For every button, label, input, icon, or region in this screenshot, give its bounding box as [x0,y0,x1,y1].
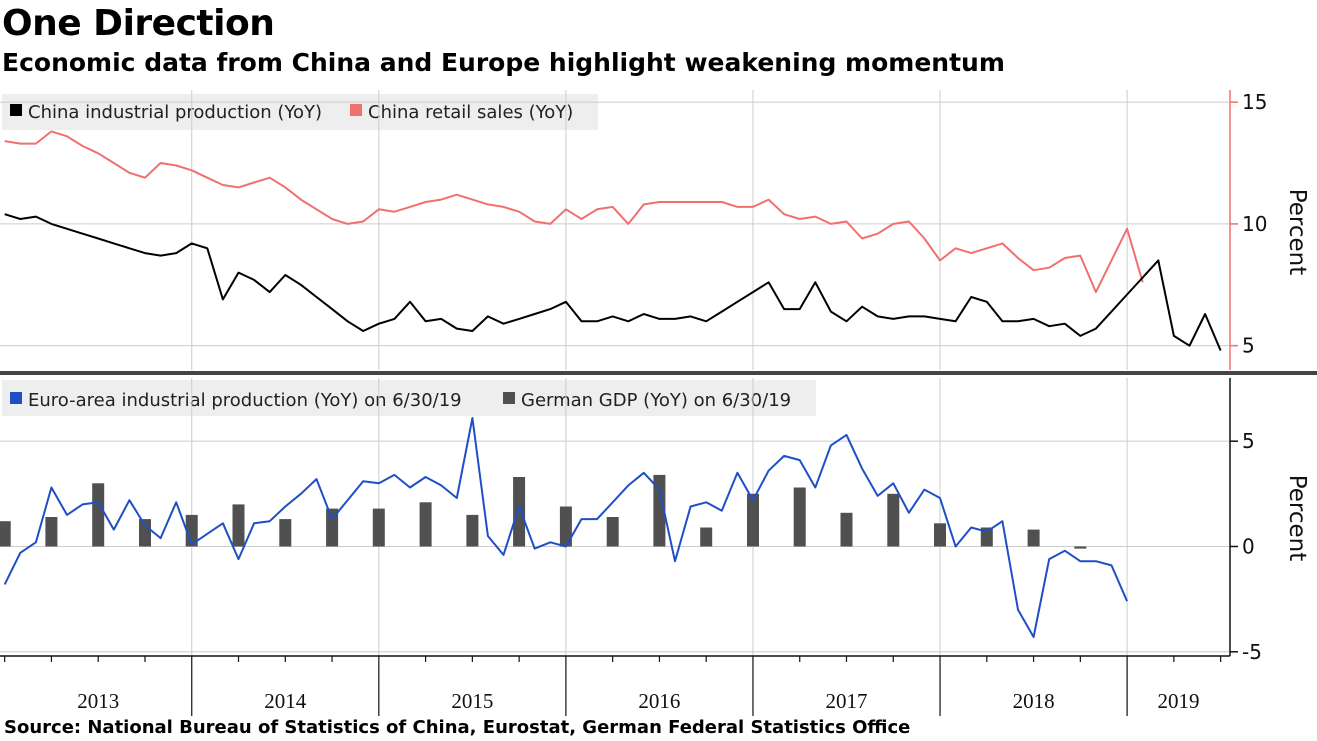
legend-label-german-gdp: German GDP (YoY) on 6/30/19 [521,390,791,411]
series-china-retail-line [4,130,1144,294]
x-year-label-2013: 2013 [77,689,119,713]
top-ytick-label-10: 10 [1242,212,1267,236]
legend-swatch-china-retail [350,104,362,116]
german-gdp-bar-2015-04 [419,502,432,547]
german-gdp-bar-2017-01 [747,493,759,547]
top-y-axis-label: Percent [1284,189,1310,276]
bottom-ytick-label--5: -5 [1242,640,1262,664]
german-gdp-bar-2017-10 [887,493,900,547]
german-gdp-bar-2014-10 [326,508,339,547]
top-ytick-label-5: 5 [1242,334,1255,358]
x-axis-ticks: 2013 2014 2015 2016 2017 2018 2019 [4,656,1222,716]
series-china-ip [4,213,1222,351]
chart-title: One Direction [2,3,275,44]
legend-label-euro-ip: Euro-area industrial production (YoY) on… [28,390,462,411]
bottom-legend-box [2,380,816,416]
german-gdp-bar-2016-01 [559,506,572,547]
german-gdp-bar-2016-07 [653,474,666,547]
german-gdp-bar-2018-04 [980,527,993,547]
x-year-label-2014: 2014 [264,689,307,713]
legend-swatch-china-ip [10,104,22,116]
german-gdp-bar-2015-01 [372,508,385,547]
top-ytick-label-15: 15 [1242,90,1267,114]
legend-label-china-ip: China industrial production (YoY) [28,102,322,123]
top-legend-box [2,94,598,130]
x-year-label-2018: 2018 [1013,689,1055,713]
german-gdp-bar-2013-10 [139,519,151,547]
legend-swatch-german-gdp [503,392,515,404]
german-gdp-bar-2015-10 [513,477,526,547]
x-year-label-2017: 2017 [826,689,868,713]
german-gdp-bar-2014-07 [279,519,292,547]
series-china-retail [4,130,1144,294]
legend-swatch-euro-ip [10,392,22,404]
x-year-label-2016: 2016 [638,689,680,713]
chart-source: Source: National Bureau of Statistics of… [4,717,911,738]
german-gdp-bar-2016-10 [700,527,713,547]
bottom-ytick-label-0: 0 [1242,534,1255,558]
top-legend: China industrial production (YoY) China … [2,94,598,130]
series-china-ip-line [4,213,1222,351]
chart-subtitle: Economic data from China and Europe high… [2,48,1005,77]
german-gdp-bar-2014-04 [232,504,245,547]
bottom-ytick-label-5: 5 [1242,429,1255,453]
german-gdp-bar-2018-07 [1027,529,1040,547]
german-gdp-bar-2018-01 [934,523,946,547]
german-gdp-bar-2016-04 [606,517,619,547]
german-gdp-bar-2013-07 [92,483,105,547]
german-gdp-bar-2015-07 [466,514,479,547]
german-gdp-bar-2017-07 [840,512,853,547]
x-year-label-2015: 2015 [451,689,493,713]
x-year-label-2019: 2019 [1158,689,1200,713]
german-gdp-bar-2013-01 [0,521,11,547]
bottom-y-axis-label: Percent [1284,475,1310,562]
german-gdp-bar-2018-10 [1074,546,1087,549]
german-gdp-bar-2017-04 [793,487,806,547]
bottom-legend: Euro-area industrial production (YoY) on… [2,380,816,416]
german-gdp-bar-2013-04 [45,517,58,547]
series-german-gdp [0,474,1087,549]
legend-label-china-retail: China retail sales (YoY) [368,102,573,123]
series-euro-ip [3,417,1129,638]
